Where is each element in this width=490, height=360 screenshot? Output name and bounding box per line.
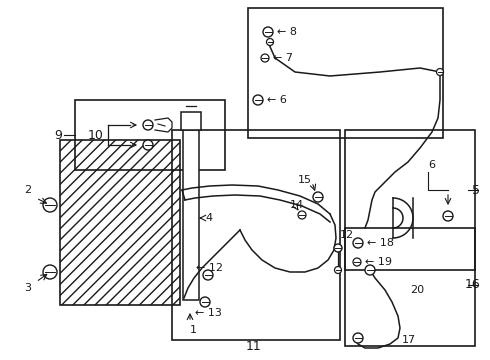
Text: 11: 11 <box>246 339 262 352</box>
Bar <box>60 140 180 305</box>
Circle shape <box>443 211 453 221</box>
Text: 10: 10 <box>88 129 104 141</box>
Text: 9: 9 <box>54 129 62 141</box>
Circle shape <box>200 297 210 307</box>
Text: 5: 5 <box>472 184 480 197</box>
Text: 12: 12 <box>340 230 354 240</box>
Circle shape <box>334 244 342 252</box>
Text: ← 8: ← 8 <box>277 27 297 37</box>
Text: ← 13: ← 13 <box>195 308 222 318</box>
Circle shape <box>437 68 443 76</box>
Text: 6: 6 <box>428 160 435 170</box>
Circle shape <box>353 238 363 248</box>
Circle shape <box>143 120 153 130</box>
Circle shape <box>335 266 342 274</box>
Circle shape <box>261 54 269 62</box>
Bar <box>345 228 475 346</box>
Text: ← 12: ← 12 <box>196 263 223 273</box>
Circle shape <box>263 27 273 37</box>
Bar <box>183 130 199 300</box>
Text: ← 7: ← 7 <box>273 53 293 63</box>
Text: ← 19: ← 19 <box>365 257 392 267</box>
Circle shape <box>203 270 213 280</box>
Text: 17: 17 <box>402 335 416 345</box>
Bar <box>345 130 475 270</box>
Bar <box>172 130 340 340</box>
Circle shape <box>353 258 361 266</box>
Text: 3: 3 <box>24 283 31 293</box>
Circle shape <box>143 140 153 150</box>
Circle shape <box>313 192 323 202</box>
Circle shape <box>267 39 273 45</box>
Circle shape <box>253 95 263 105</box>
Text: 20: 20 <box>410 285 424 295</box>
Circle shape <box>298 211 306 219</box>
Bar <box>248 8 443 138</box>
Text: 1: 1 <box>190 325 196 335</box>
Circle shape <box>353 333 363 343</box>
Circle shape <box>43 198 57 212</box>
Text: 2: 2 <box>24 185 31 195</box>
Text: ← 6: ← 6 <box>267 95 287 105</box>
Circle shape <box>43 265 57 279</box>
Text: 14: 14 <box>290 200 304 210</box>
Text: 4: 4 <box>205 213 212 223</box>
Text: ← 18: ← 18 <box>367 238 394 248</box>
Text: 16: 16 <box>464 279 480 292</box>
Bar <box>181 112 201 130</box>
Text: 15: 15 <box>298 175 312 185</box>
Circle shape <box>365 265 375 275</box>
Bar <box>75 100 225 170</box>
